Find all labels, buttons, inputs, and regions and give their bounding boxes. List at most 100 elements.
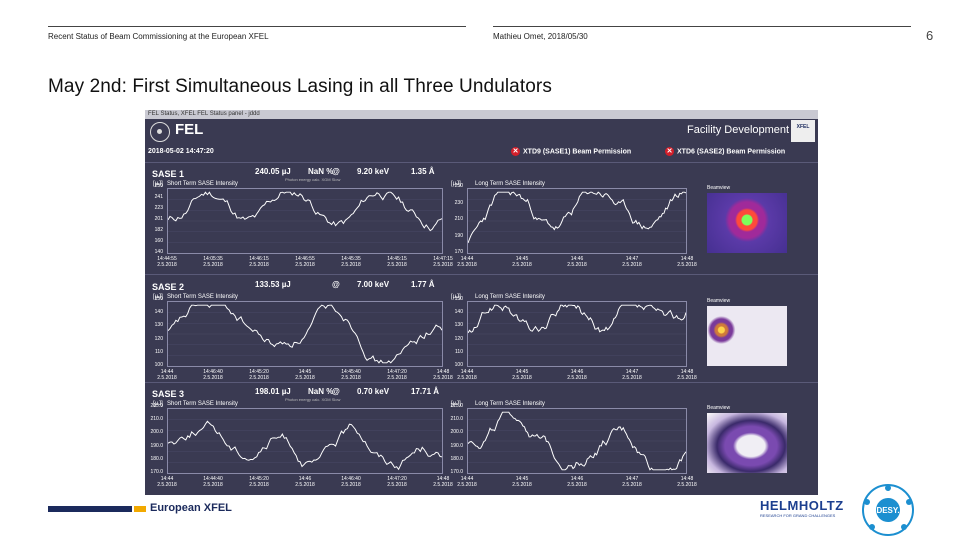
x-tick-time: 14:44 (460, 476, 474, 482)
x-tick-date: 2.5.2018 (157, 482, 177, 488)
window-titlebar: FEL Status, XFEL FEL Status panel - jddd (145, 110, 818, 119)
y-tick-label: 120 (154, 335, 163, 342)
x-tick-date: 2.5.2018 (512, 482, 532, 488)
y-tick-label: 190.0 (450, 442, 463, 449)
x-tick-time: 14:45 (298, 369, 312, 375)
x-tick-label: 14:46:40 2.5.2018 (336, 476, 366, 488)
y-tick-label: 140 (154, 249, 163, 255)
section-divider (145, 274, 818, 275)
y-tick-label: 100 (454, 362, 463, 368)
x-tick-label: 14:46 2.5.2018 (562, 256, 592, 268)
intensity-trace (468, 191, 686, 244)
short-term-label: Short Term SASE Intensity (167, 294, 238, 300)
photon-energy: 0.70 keV (357, 387, 390, 396)
short-term-label: Short Term SASE Intensity (167, 181, 238, 187)
header-rule-right (493, 26, 911, 27)
y-tick-label: 110 (155, 348, 163, 355)
x-tick-label: 14:44:40 2.5.2018 (198, 476, 228, 488)
fel-status-panel: FEL Status, XFEL FEL Status panel - jddd… (145, 110, 818, 495)
beamview-image (707, 193, 787, 253)
y-tick-label: 170.0 (450, 469, 463, 475)
intensity-trace (168, 191, 442, 232)
percent-value: NaN % (308, 167, 334, 176)
x-tick-date: 2.5.2018 (387, 482, 407, 488)
x-tick-date: 2.5.2018 (295, 375, 315, 381)
x-tick-date: 2.5.2018 (622, 482, 642, 488)
y-tick-label: 110 (455, 348, 463, 355)
header-rule-left (48, 26, 466, 27)
x-tick-label: 14:47 2.5.2018 (617, 476, 647, 488)
long-term-plot (467, 301, 687, 367)
x-tick-date: 2.5.2018 (157, 262, 177, 268)
long-unit: [µJ] (451, 401, 461, 407)
x-tick-time: 14:48 (680, 256, 694, 262)
x-tick-label: 14:05:35 2.5.2018 (198, 256, 228, 268)
pulse-energy: 198.01 µJ (255, 387, 291, 396)
y-tick-label: 210 (454, 216, 463, 222)
x-tick-time: 14:47 (625, 256, 639, 262)
x-tick-label: 14:48 2.5.2018 (672, 369, 702, 381)
sase-name: SASE 3 (152, 389, 185, 399)
photon-calc-note: Photon energy calc. XGM Slow (285, 177, 341, 182)
x-tick-time: 14:46:55 (295, 256, 315, 262)
fel-logo-icon (150, 122, 170, 142)
x-tick-time: 14:47 (625, 476, 639, 482)
x-tick-time: 14:45:15 (387, 256, 407, 262)
y-tick-label: 180.0 (150, 455, 163, 462)
x-tick-date: 2.5.2018 (433, 262, 453, 268)
x-tick-label: 14:44 2.5.2018 (452, 369, 482, 381)
wavelength: 17.71 Å (411, 387, 440, 396)
long-term-plot (467, 408, 687, 474)
x-tick-date: 2.5.2018 (457, 375, 477, 381)
x-tick-date: 2.5.2018 (341, 482, 361, 488)
y-tick-label: 201 (154, 216, 163, 222)
x-tick-date: 2.5.2018 (457, 262, 477, 268)
wavelength: 1.35 Å (411, 167, 435, 176)
intensity-trace (468, 411, 686, 471)
x-tick-time: 14:46 (298, 476, 312, 482)
beamview-label: Beamview (707, 405, 731, 411)
y-tick-label: 182 (154, 227, 163, 233)
y-tick-label: 140 (454, 309, 463, 316)
y-tick-label: 223 (154, 205, 163, 211)
x-tick-label: 14:48 2.5.2018 (672, 476, 702, 488)
at-symbol: @ (332, 167, 340, 176)
x-tick-date: 2.5.2018 (457, 482, 477, 488)
y-tick-label: 210.0 (450, 416, 463, 423)
x-tick-date: 2.5.2018 (512, 375, 532, 381)
x-tick-time: 14:46 (570, 369, 584, 375)
x-tick-date: 2.5.2018 (567, 375, 587, 381)
x-tick-time: 14:45 (515, 476, 529, 482)
x-tick-label: 14:47 2.5.2018 (617, 256, 647, 268)
short-unit: [µJ] (153, 401, 163, 407)
x-tick-time: 14:46 (570, 256, 584, 262)
x-tick-time: 14:46:40 (203, 369, 223, 375)
y-tick-label: 150 (154, 296, 163, 302)
y-tick-label: 180.0 (450, 455, 463, 462)
beamview-label: Beamview (707, 185, 731, 191)
slide-title: May 2nd: First Simultaneous Lasing in al… (48, 76, 552, 97)
y-tick-label: 210.0 (150, 416, 163, 423)
x-tick-time: 14:45:20 (249, 476, 269, 482)
beamview-image (707, 413, 787, 473)
x-tick-date: 2.5.2018 (677, 482, 697, 488)
long-term-label: Long Term SASE Intensity (475, 401, 545, 407)
wavelength: 1.77 Å (411, 280, 435, 289)
x-tick-date: 2.5.2018 (387, 375, 407, 381)
y-tick-label: 150 (454, 296, 463, 302)
trace-svg (468, 191, 686, 244)
y-tick-label: 100 (154, 362, 163, 368)
y-tick-label: 200.0 (450, 429, 463, 436)
long-unit: [µJ] (451, 294, 461, 300)
long-term-label: Long Term SASE Intensity (475, 181, 545, 187)
pulse-energy: 133.53 µJ (255, 280, 291, 289)
x-tick-label: 14:45:20 2.5.2018 (244, 476, 274, 488)
x-tick-label: 14:46:40 2.5.2018 (198, 369, 228, 381)
header-author-date: Mathieu Omet, 2018/05/30 (493, 32, 588, 41)
pulse-energy: 240.05 µJ (255, 167, 291, 176)
intensity-trace (168, 420, 442, 471)
section-divider (145, 162, 818, 163)
x-tick-time: 14:45 (515, 369, 529, 375)
x-tick-date: 2.5.2018 (677, 262, 697, 268)
app-title: FEL (175, 121, 204, 138)
